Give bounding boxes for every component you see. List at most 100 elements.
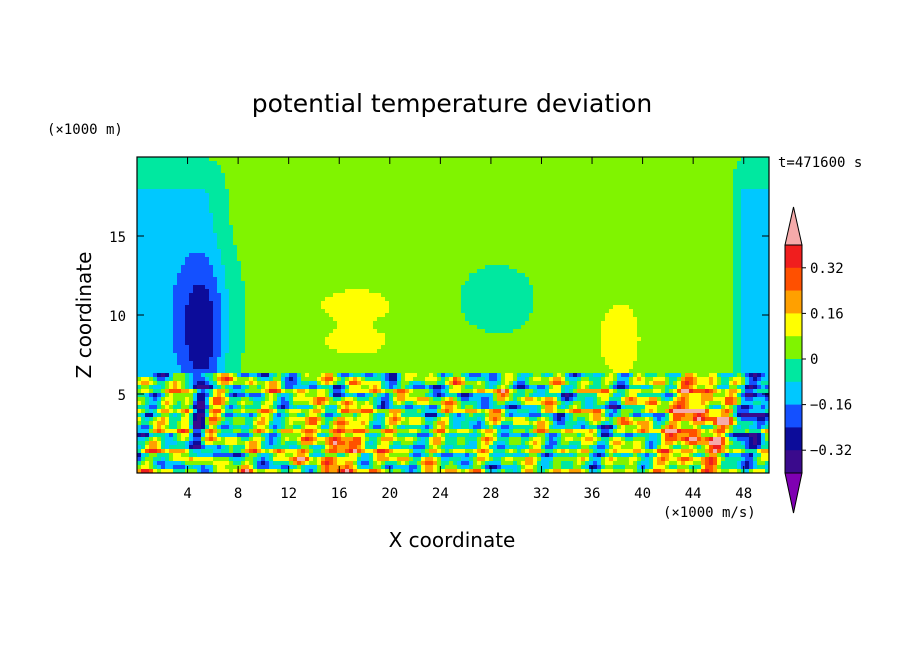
contour-cell: [317, 397, 326, 402]
contour-cell: [513, 461, 518, 466]
contour-cell: [649, 385, 654, 390]
contour-cell: [757, 461, 766, 466]
contour-cell: [389, 457, 398, 462]
contour-cell: [741, 413, 766, 418]
contour-cell: [725, 429, 730, 434]
contour-cell: [421, 453, 426, 458]
contour-cell: [581, 441, 594, 446]
contour-cell: [493, 441, 498, 446]
contour-cell: [161, 449, 166, 454]
contour-cell: [233, 425, 242, 430]
contour-cell: [349, 389, 370, 394]
contour-cell: [541, 461, 550, 466]
contour-cell: [509, 413, 514, 418]
contour-cell: [669, 417, 674, 422]
contour-cell: [141, 453, 146, 458]
contour-cell: [489, 405, 494, 410]
contour-cell: [233, 469, 238, 473]
colorbar-segment: [785, 450, 802, 474]
contour-cell: [625, 405, 646, 410]
contour-cell: [221, 297, 230, 302]
contour-cell: [329, 461, 334, 466]
contour-cell: [289, 461, 294, 466]
contour-cell: [145, 453, 150, 458]
contour-cell: [249, 469, 254, 473]
contour-cell: [381, 441, 390, 446]
contour-cell: [425, 385, 430, 390]
contour-cell: [221, 373, 230, 378]
contour-cell: [181, 401, 186, 406]
contour-cell: [229, 397, 242, 402]
contour-cell: [333, 389, 342, 394]
contour-cell: [637, 377, 642, 382]
contour-cell: [245, 401, 254, 406]
contour-cell: [753, 453, 758, 458]
contour-cell: [197, 417, 202, 422]
contour-cell: [257, 453, 262, 458]
contour-cell: [173, 313, 186, 318]
contour-cell: [633, 445, 642, 450]
contour-cell: [397, 401, 402, 406]
contour-cell: [685, 401, 690, 406]
contour-cell: [657, 437, 662, 442]
contour-cell: [741, 265, 769, 270]
contour-cell: [213, 469, 218, 473]
contour-cell: [733, 437, 738, 442]
contour-cell: [725, 433, 730, 438]
contour-cell: [489, 417, 494, 422]
contour-cell: [329, 345, 382, 350]
contour-cell: [617, 377, 630, 382]
contour-cell: [357, 469, 370, 473]
contour-cell: [397, 393, 406, 398]
contour-cell: [225, 441, 238, 446]
contour-cell: [561, 437, 566, 442]
contour-cell: [677, 437, 682, 442]
contour-cell: [333, 429, 338, 434]
contour-cell: [229, 337, 246, 342]
contour-cell: [241, 357, 606, 362]
contour-cell: [213, 429, 218, 434]
contour-cell: [213, 457, 230, 462]
contour-cell: [729, 429, 734, 434]
contour-cell: [529, 441, 534, 446]
contour-cell: [413, 401, 418, 406]
contour-cell: [733, 369, 742, 374]
contour-cell: [737, 437, 750, 442]
contour-cell: [461, 401, 478, 406]
contour-cell: [173, 297, 190, 302]
contour-cell: [537, 405, 542, 410]
contour-cell: [253, 425, 258, 430]
contour-cell: [277, 413, 282, 418]
contour-cell: [153, 373, 158, 378]
contour-cell: [169, 449, 186, 454]
contour-cell: [649, 433, 658, 438]
contour-cell: [401, 401, 406, 406]
contour-cell: [309, 445, 314, 450]
contour-cell: [713, 393, 726, 398]
colorbar-segment: [785, 427, 802, 451]
contour-cell: [757, 465, 766, 470]
contour-cell: [437, 469, 442, 473]
contour-cell: [633, 441, 642, 446]
contour-cell: [433, 429, 438, 434]
contour-cell: [425, 377, 438, 382]
contour-cell: [713, 461, 718, 466]
contour-cell: [437, 409, 442, 414]
contour-cell: [533, 393, 546, 398]
contour-cell: [189, 397, 194, 402]
contour-cell: [161, 457, 166, 462]
contour-cell: [417, 461, 422, 466]
contour-cell: [425, 461, 434, 466]
contour-cell: [333, 373, 338, 378]
contour-cell: [393, 413, 398, 418]
contour-cell: [721, 433, 726, 438]
contour-cell: [433, 373, 438, 378]
contour-cell: [509, 393, 514, 398]
contour-cell: [721, 437, 726, 442]
contour-cell: [409, 445, 414, 450]
contour-cell: [457, 465, 462, 470]
contour-cell: [725, 445, 730, 450]
contour-cell: [397, 389, 406, 394]
contour-cell: [165, 425, 170, 430]
contour-cell: [217, 237, 234, 242]
